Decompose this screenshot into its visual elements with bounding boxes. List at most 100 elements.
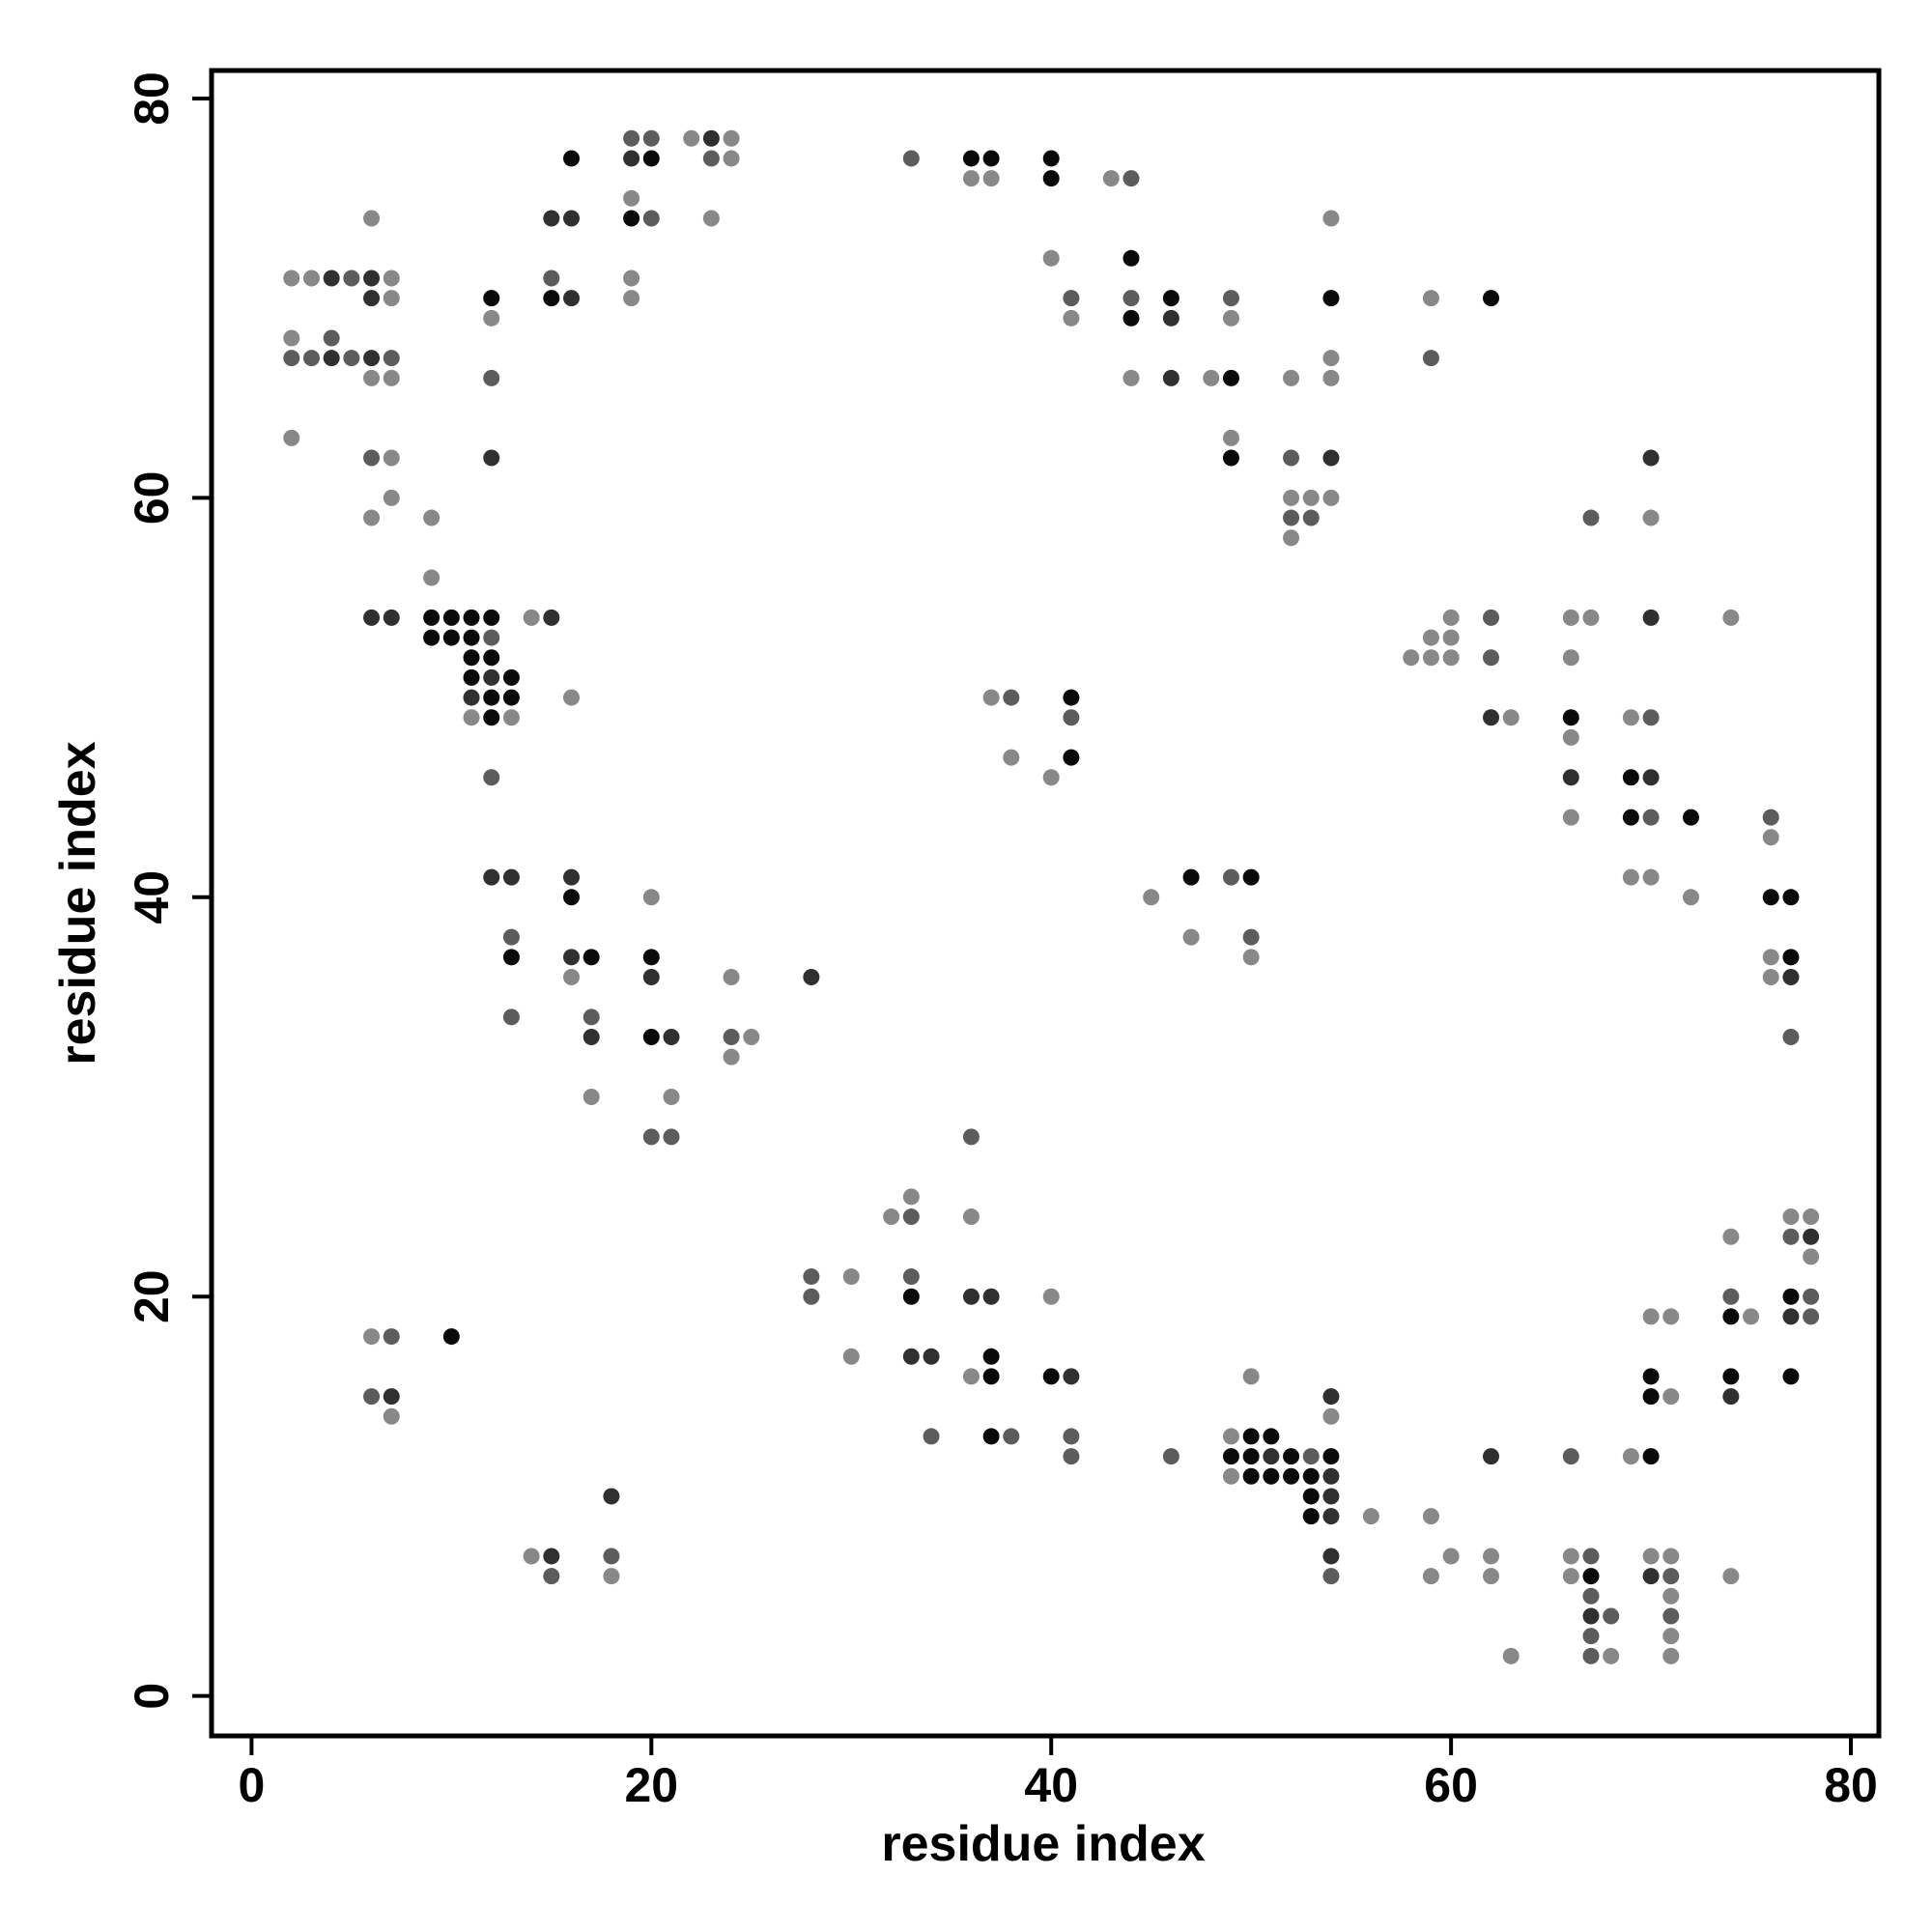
data-point [1362,1508,1379,1525]
data-point [1483,709,1500,726]
data-point [383,1407,400,1425]
data-point [962,1288,980,1305]
data-point [442,1328,460,1346]
data-point [463,689,480,706]
data-point [423,569,440,586]
data-point [483,868,500,886]
data-point [623,189,640,207]
data-point [483,769,500,786]
data-point [463,649,480,667]
data-point [1122,170,1140,187]
data-point [1203,369,1220,386]
data-point [543,609,560,626]
data-point [603,1568,620,1585]
data-point [1182,868,1200,886]
data-point [1582,609,1600,626]
data-point [283,429,300,446]
data-point [1642,809,1660,826]
data-point [483,668,500,686]
data-point [1582,509,1600,526]
data-point [563,868,581,886]
data-point [582,949,600,966]
data-point [483,449,500,467]
x-tick-label: 60 [1424,1758,1478,1812]
data-point [902,150,920,167]
data-point [1782,949,1800,966]
data-point [642,1128,660,1146]
data-point [1322,1508,1340,1525]
data-point [623,210,640,227]
data-point [962,150,980,167]
data-point [1762,809,1779,826]
data-point [383,270,400,287]
data-point [1642,1388,1660,1406]
data-point [483,689,500,706]
data-point [1242,1368,1260,1385]
data-point [1662,1568,1680,1585]
data-point [1562,649,1579,667]
data-point [1562,1448,1579,1465]
data-point [1322,1548,1340,1565]
data-point [1143,889,1160,906]
data-point [1322,210,1340,227]
data-point [642,150,660,167]
data-point [1562,809,1579,826]
data-point [383,1328,400,1346]
data-point [323,329,340,347]
data-point [1263,1467,1280,1485]
data-point [423,609,440,626]
data-point [1782,968,1800,985]
data-point [363,1328,381,1346]
data-point [982,170,1000,187]
data-point [1803,1208,1820,1226]
y-tick-label: 60 [125,471,179,526]
y-tick-label: 0 [125,1683,179,1710]
data-point [463,629,480,646]
data-point [1722,1228,1740,1245]
data-point [1322,1448,1340,1465]
data-point [642,1028,660,1045]
data-point [1642,1448,1660,1465]
x-tick-label: 80 [1824,1758,1878,1812]
data-point [423,509,440,526]
data-point [1502,1647,1520,1664]
data-point [523,609,540,626]
data-point [1762,829,1779,846]
data-point [663,1128,680,1146]
data-point [1283,509,1300,526]
data-point [502,868,520,886]
data-point [483,290,500,307]
data-point [842,1348,860,1365]
data-point [1283,529,1300,547]
data-point [363,609,381,626]
data-point [962,1208,980,1226]
data-point [1222,369,1239,386]
data-point [982,1428,1000,1445]
data-point [1403,649,1420,667]
data-point [1662,1628,1680,1645]
data-point [982,1368,1000,1385]
data-point [563,210,581,227]
data-point [702,210,720,227]
data-point [483,609,500,626]
data-point [1502,709,1520,726]
data-point [323,350,340,367]
data-point [1562,728,1579,746]
data-point [1322,1388,1340,1406]
x-axis-title: residue index [881,1816,1205,1872]
data-point [1722,1388,1740,1406]
data-point [1422,649,1439,667]
data-point [1322,369,1340,386]
data-point [483,309,500,327]
data-point [1483,609,1500,626]
data-point [1562,1568,1579,1585]
data-point [363,509,381,526]
data-point [1222,429,1239,446]
data-point [1422,290,1439,307]
data-point [1582,1647,1600,1664]
data-point [1182,928,1200,946]
data-point [1242,868,1260,886]
y-axis: 0 20 40 60 80 [125,71,212,1710]
data-point [1782,1028,1800,1045]
